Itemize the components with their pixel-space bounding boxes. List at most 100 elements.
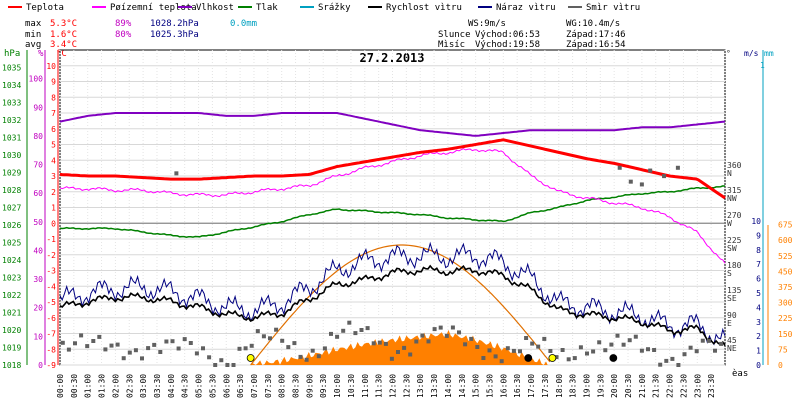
wind-tick: 10 — [751, 217, 761, 226]
x-tick-label: 22:30 — [679, 374, 688, 398]
wind-tick: 4 — [756, 303, 761, 312]
temperature-tick: 10 — [46, 62, 56, 71]
wind-direction-point — [450, 325, 455, 330]
wind-direction-point — [231, 363, 236, 367]
pressure-tick: 1035 — [2, 64, 21, 73]
x-tick-label: 20:30 — [624, 374, 633, 398]
direction-axis-title: ° — [726, 49, 731, 58]
wind-direction-point — [615, 333, 620, 338]
wind-direction-point — [628, 179, 633, 184]
legend-label-precipitation: Srážky — [318, 3, 351, 13]
wind-direction-point — [511, 348, 516, 353]
humidity-tick: 30 — [33, 275, 43, 284]
marker-sunrise-icon — [246, 354, 255, 362]
wind-direction-point — [146, 346, 151, 351]
wind-direction-point — [396, 350, 400, 354]
direction-label: NE — [727, 344, 737, 353]
wind-direction-point — [316, 354, 321, 359]
x-tick-label: 11:30 — [375, 374, 384, 398]
solar-tick: 300 — [778, 299, 793, 308]
plot-area — [59, 112, 726, 367]
pressure-tick: 1031 — [2, 134, 21, 143]
x-tick-label: 16:30 — [513, 374, 522, 398]
stat-max-temperature: 5.3°C — [50, 19, 77, 29]
wind-direction-point — [73, 341, 77, 346]
direction-tick: 225 — [727, 236, 742, 245]
humidity-tick: 20 — [33, 304, 43, 313]
pressure-tick: 1026 — [2, 221, 21, 230]
wind-direction-point — [322, 346, 327, 351]
wind-direction-point — [432, 327, 437, 332]
pressure-tick: 1029 — [2, 169, 21, 178]
pressure-tick: 1024 — [2, 256, 21, 265]
wind-direction-point — [164, 339, 169, 344]
temperature-tick: 1 — [51, 204, 56, 213]
wind-direction-point — [121, 356, 126, 361]
wind-direction-point — [420, 333, 425, 338]
wind-tick: 3 — [756, 318, 761, 327]
pressure-tick: 1019 — [2, 344, 21, 353]
wind-direction-point — [627, 338, 632, 343]
solar-tick: 375 — [778, 283, 793, 292]
chart-title: 27.2.2013 — [359, 51, 424, 65]
wind-direction-point — [554, 355, 559, 360]
temperature-tick: 0 — [51, 219, 56, 228]
wind-direction-point — [530, 341, 535, 346]
humidity-tick: 80 — [33, 132, 43, 141]
wind-direction-point — [457, 330, 461, 335]
legend-label-wind_speed: Rychlost vìtru — [386, 3, 462, 13]
direction-label: E — [727, 319, 732, 328]
wind-direction-point — [249, 343, 254, 348]
wind-direction-point — [201, 346, 205, 351]
wind-direction-point — [383, 341, 388, 346]
humidity-tick: 70 — [33, 161, 43, 170]
temperature-tick: -4 — [46, 282, 56, 291]
x-tick-label: 10:00 — [333, 374, 342, 398]
temperature-tick: 8 — [51, 93, 56, 102]
wind-direction-point — [97, 334, 102, 339]
x-tick-label: 09:00 — [305, 374, 314, 398]
wind-direction-point — [268, 336, 272, 341]
temperature-tick: -3 — [46, 267, 56, 276]
x-tick-label: 02:30 — [125, 374, 134, 398]
wind-direction-point — [353, 331, 358, 336]
wind-direction-point — [560, 348, 565, 352]
stat-max-label: max — [25, 19, 42, 29]
wind-direction-point — [426, 339, 431, 344]
x-tick-label: 03:30 — [153, 374, 162, 398]
x-tick-label: 08:00 — [278, 374, 287, 398]
wind-direction-point — [255, 329, 260, 334]
series-humidity-line — [59, 112, 726, 137]
solar-tick: 600 — [778, 236, 793, 245]
wind-direction-point — [359, 328, 364, 332]
sun-label: Slunce — [438, 30, 471, 40]
wind-direction-point — [652, 348, 657, 352]
wind-direction-point — [341, 328, 346, 333]
wind-direction-point — [572, 356, 577, 361]
wind-tick: 1 — [756, 347, 761, 356]
temperature-tick: -2 — [46, 251, 56, 260]
pressure-tick: 1034 — [2, 81, 21, 90]
solar-tick: 525 — [778, 252, 793, 261]
wind-direction-point — [274, 327, 279, 332]
temperature-tick: 6 — [51, 125, 56, 134]
wind-direction-point — [524, 336, 529, 340]
x-tick-label: 19:00 — [582, 374, 591, 398]
x-tick-label: 05:30 — [208, 374, 217, 398]
temperature-tick: 3 — [51, 172, 56, 181]
x-tick-label: 18:00 — [555, 374, 564, 398]
wind-direction-point — [646, 347, 650, 352]
stat-avg-label: avg — [25, 40, 41, 50]
wind-direction-point — [176, 346, 181, 351]
wind-direction-point — [578, 345, 583, 350]
x-tick-label: 14:30 — [458, 374, 467, 398]
wind-direction-point — [310, 348, 315, 353]
x-tick-label: 17:00 — [527, 374, 536, 398]
wind-direction-point — [408, 352, 413, 357]
x-tick-label: 14:00 — [444, 374, 453, 398]
legend-label-wind_gust: Náraz vìtru — [496, 3, 556, 13]
wind-tick: 6 — [756, 275, 761, 284]
wind-direction-point — [505, 346, 510, 351]
x-tick-label: 11:00 — [361, 374, 370, 398]
